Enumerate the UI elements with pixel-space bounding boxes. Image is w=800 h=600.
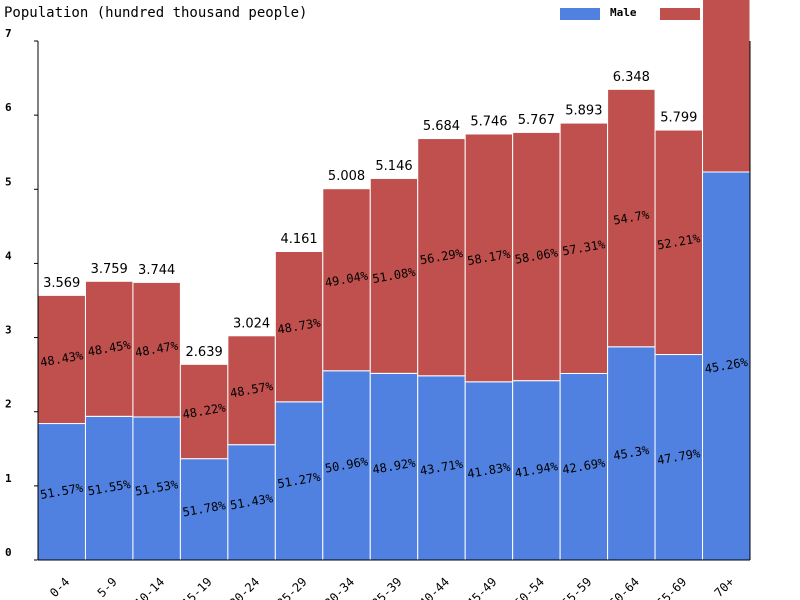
bar-segment bbox=[179, 363, 229, 460]
y-tick-label: 7 bbox=[5, 27, 12, 40]
bar-segment bbox=[84, 415, 134, 561]
x-tick-label: 15-19 bbox=[179, 575, 214, 600]
bar-segment bbox=[37, 294, 86, 425]
y-tick-label: 2 bbox=[5, 398, 12, 411]
total-label: 4.161 bbox=[280, 232, 317, 247]
total-label: 3.744 bbox=[138, 263, 175, 278]
x-tick-label: 30-34 bbox=[322, 575, 357, 600]
bar-segment bbox=[369, 372, 419, 561]
total-label: 5.893 bbox=[565, 104, 602, 119]
x-tick-label: 50-54 bbox=[512, 575, 547, 600]
total-label: 5.799 bbox=[660, 111, 697, 126]
legend-swatch bbox=[560, 8, 600, 20]
x-tick-label: 40-44 bbox=[417, 575, 452, 600]
total-label: 3.759 bbox=[91, 262, 128, 277]
bar-segment bbox=[227, 444, 276, 561]
total-label: 5.008 bbox=[328, 169, 365, 184]
bar-segment bbox=[702, 0, 751, 173]
total-label: 5.746 bbox=[470, 114, 507, 129]
bar-segment bbox=[322, 370, 371, 561]
y-tick-label: 5 bbox=[5, 175, 12, 188]
total-label: 3.569 bbox=[43, 276, 80, 291]
total-label: 2.639 bbox=[186, 345, 223, 360]
total-label: 3.024 bbox=[233, 316, 270, 331]
bar-segment bbox=[464, 381, 514, 561]
bar-segment bbox=[132, 281, 181, 418]
x-tick-label: 45-49 bbox=[464, 575, 499, 600]
x-tick-label: 60-64 bbox=[606, 575, 641, 600]
legend-swatch bbox=[660, 8, 700, 20]
x-tick-label: 55-59 bbox=[559, 575, 594, 600]
total-label: 5.767 bbox=[518, 113, 555, 128]
bar-segment bbox=[274, 250, 324, 403]
bar-segment bbox=[227, 335, 276, 446]
total-label: 5.684 bbox=[423, 119, 460, 134]
bar-segment bbox=[559, 122, 609, 374]
share-label: 45.3% bbox=[612, 443, 651, 463]
bar-segment bbox=[84, 280, 134, 417]
bar-segment bbox=[702, 171, 751, 561]
x-tick-label: 0-4 bbox=[47, 575, 72, 600]
bar-segment bbox=[179, 458, 229, 561]
chart-title: Population (hundred thousand people) bbox=[4, 5, 307, 21]
y-tick-label: 0 bbox=[5, 546, 12, 559]
legend-label: Male bbox=[610, 6, 637, 19]
y-tick-label: 3 bbox=[5, 324, 12, 337]
total-label: 5.146 bbox=[375, 159, 412, 174]
bar-segment bbox=[417, 138, 466, 377]
bar-segment bbox=[654, 129, 704, 356]
bar-segment bbox=[464, 133, 514, 383]
bar-segment bbox=[322, 188, 371, 372]
x-tick-label: 35-39 bbox=[369, 575, 404, 600]
bar-segment bbox=[274, 401, 324, 561]
x-tick-label: 70+ bbox=[712, 575, 737, 600]
y-tick-label: 1 bbox=[5, 472, 12, 485]
y-tick-label: 4 bbox=[5, 249, 12, 262]
y-tick-label: 6 bbox=[5, 101, 12, 114]
x-tick-label: 5-9 bbox=[95, 575, 120, 600]
share-label: 54.7% bbox=[612, 207, 651, 227]
x-tick-label: 25-29 bbox=[274, 575, 309, 600]
bar-segment bbox=[512, 131, 561, 382]
x-tick-label: 65-69 bbox=[654, 575, 689, 600]
x-tick-label: 10-14 bbox=[132, 575, 167, 600]
total-label: 6.348 bbox=[613, 70, 650, 85]
x-tick-label: 20-24 bbox=[227, 575, 262, 600]
